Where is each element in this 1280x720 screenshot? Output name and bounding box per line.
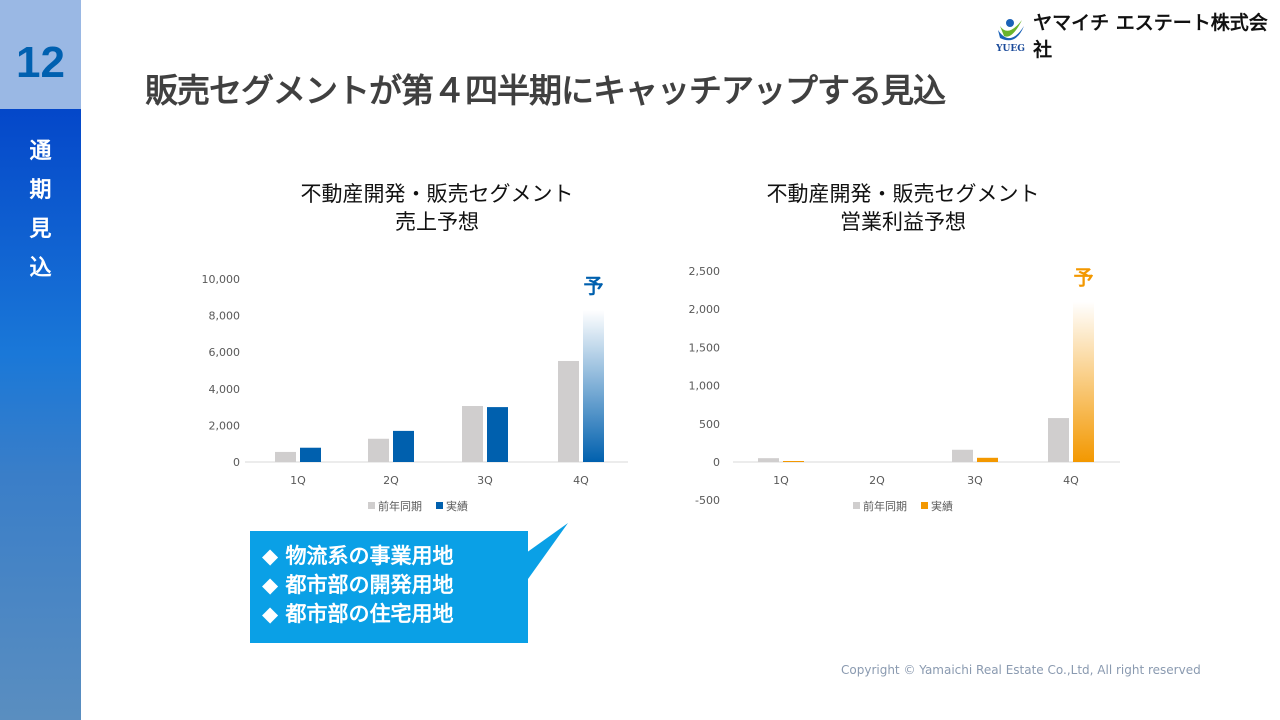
x-tick-label: 3Q	[477, 474, 493, 487]
y-tick-label: 8,000	[209, 310, 241, 323]
y-tick-label: 500	[699, 418, 720, 431]
chart-title-sales: 不動産開発・販売セグメント 売上予想	[237, 180, 637, 236]
y-tick-label: 2,000	[209, 419, 241, 432]
bar-prev-year-3Q	[952, 449, 973, 462]
section-char: 込	[29, 256, 52, 281]
callout-pointer	[526, 523, 568, 579]
y-tick-label: 2,500	[689, 265, 721, 278]
legend-swatch	[921, 502, 928, 509]
section-panel	[0, 109, 81, 720]
legend-swatch	[368, 502, 375, 509]
x-tick-label: 1Q	[773, 474, 789, 487]
callout-item: ◆ 物流系の事業用地	[262, 544, 454, 568]
legend-label: 実績	[931, 499, 953, 513]
y-tick-label: 4,000	[209, 383, 241, 396]
y-tick-label: 1,500	[689, 341, 721, 354]
legend-swatch	[853, 502, 860, 509]
x-tick-label: 2Q	[383, 474, 399, 487]
bar-actual-1Q	[300, 447, 321, 462]
bar-prev-year-4Q	[558, 360, 579, 462]
page-number: 12	[16, 38, 65, 87]
y-tick-label: 1,000	[689, 380, 721, 393]
bar-prev-year-4Q	[1048, 418, 1069, 462]
bar-prev-year-3Q	[462, 406, 483, 462]
x-tick-label: 1Q	[290, 474, 306, 487]
chart-title-line: 不動産開発・販売セグメント	[766, 182, 1040, 206]
y-tick-label: 0	[233, 456, 240, 469]
bar-actual-4Q	[583, 310, 604, 462]
forecast-label: 予	[584, 274, 604, 298]
legend-label: 実績	[446, 499, 468, 513]
y-tick-label: 6,000	[209, 346, 241, 359]
bar-prev-year-1Q	[275, 451, 296, 462]
legend-label: 前年同期	[863, 499, 907, 513]
x-tick-label: 4Q	[1063, 474, 1079, 487]
bar-actual-3Q	[487, 407, 508, 462]
bar-prev-year-2Q	[368, 438, 389, 462]
page-number-panel	[0, 0, 81, 109]
callout-box: ◆ 物流系の事業用地 ◆ 都市部の開発用地 ◆ 都市部の住宅用地	[250, 531, 528, 643]
callout-item: ◆ 都市部の開発用地	[262, 573, 454, 597]
bar-actual-1Q	[783, 461, 804, 462]
y-tick-label: 0	[713, 456, 720, 469]
bar-actual-2Q	[393, 430, 414, 462]
chart-title-line: 不動産開発・販売セグメント	[300, 182, 574, 206]
section-char: 見	[29, 217, 52, 242]
chart-title-line: 売上予想	[395, 210, 479, 234]
bar-actual-3Q	[977, 457, 998, 462]
logo-mark: YUEG	[994, 16, 1027, 54]
y-tick-label: 2,000	[689, 303, 721, 316]
callout-item: ◆ 都市部の住宅用地	[262, 602, 454, 626]
x-tick-label: 4Q	[573, 474, 589, 487]
section-label: 通 期 見 込	[0, 132, 81, 288]
company-logo: YUEG ヤマイチ エステート株式会社	[994, 8, 1280, 62]
y-tick-label: 10,000	[202, 273, 241, 286]
chart-title-profit: 不動産開発・販売セグメント 営業利益予想	[703, 180, 1103, 236]
section-char: 期	[29, 178, 52, 203]
x-tick-label: 2Q	[869, 474, 885, 487]
chart-title-line: 営業利益予想	[840, 210, 966, 234]
legend-swatch	[436, 502, 443, 509]
logo-subtext: YUEG	[996, 44, 1025, 54]
copyright: Copyright © Yamaichi Real Estate Co.,Ltd…	[841, 663, 1201, 677]
page-title: 販売セグメントが第４四半期にキャッチアップする見込	[145, 71, 946, 110]
company-name: ヤマイチ エステート株式会社	[1033, 12, 1268, 61]
bar-actual-4Q	[1073, 301, 1094, 462]
forecast-label: 予	[1074, 266, 1094, 290]
bar-prev-year-1Q	[758, 458, 779, 462]
legend-label: 前年同期	[378, 499, 422, 513]
section-char: 通	[29, 139, 52, 164]
logo-icon	[997, 19, 1024, 41]
x-tick-label: 3Q	[967, 474, 983, 487]
y-tick-label: -500	[695, 494, 720, 507]
